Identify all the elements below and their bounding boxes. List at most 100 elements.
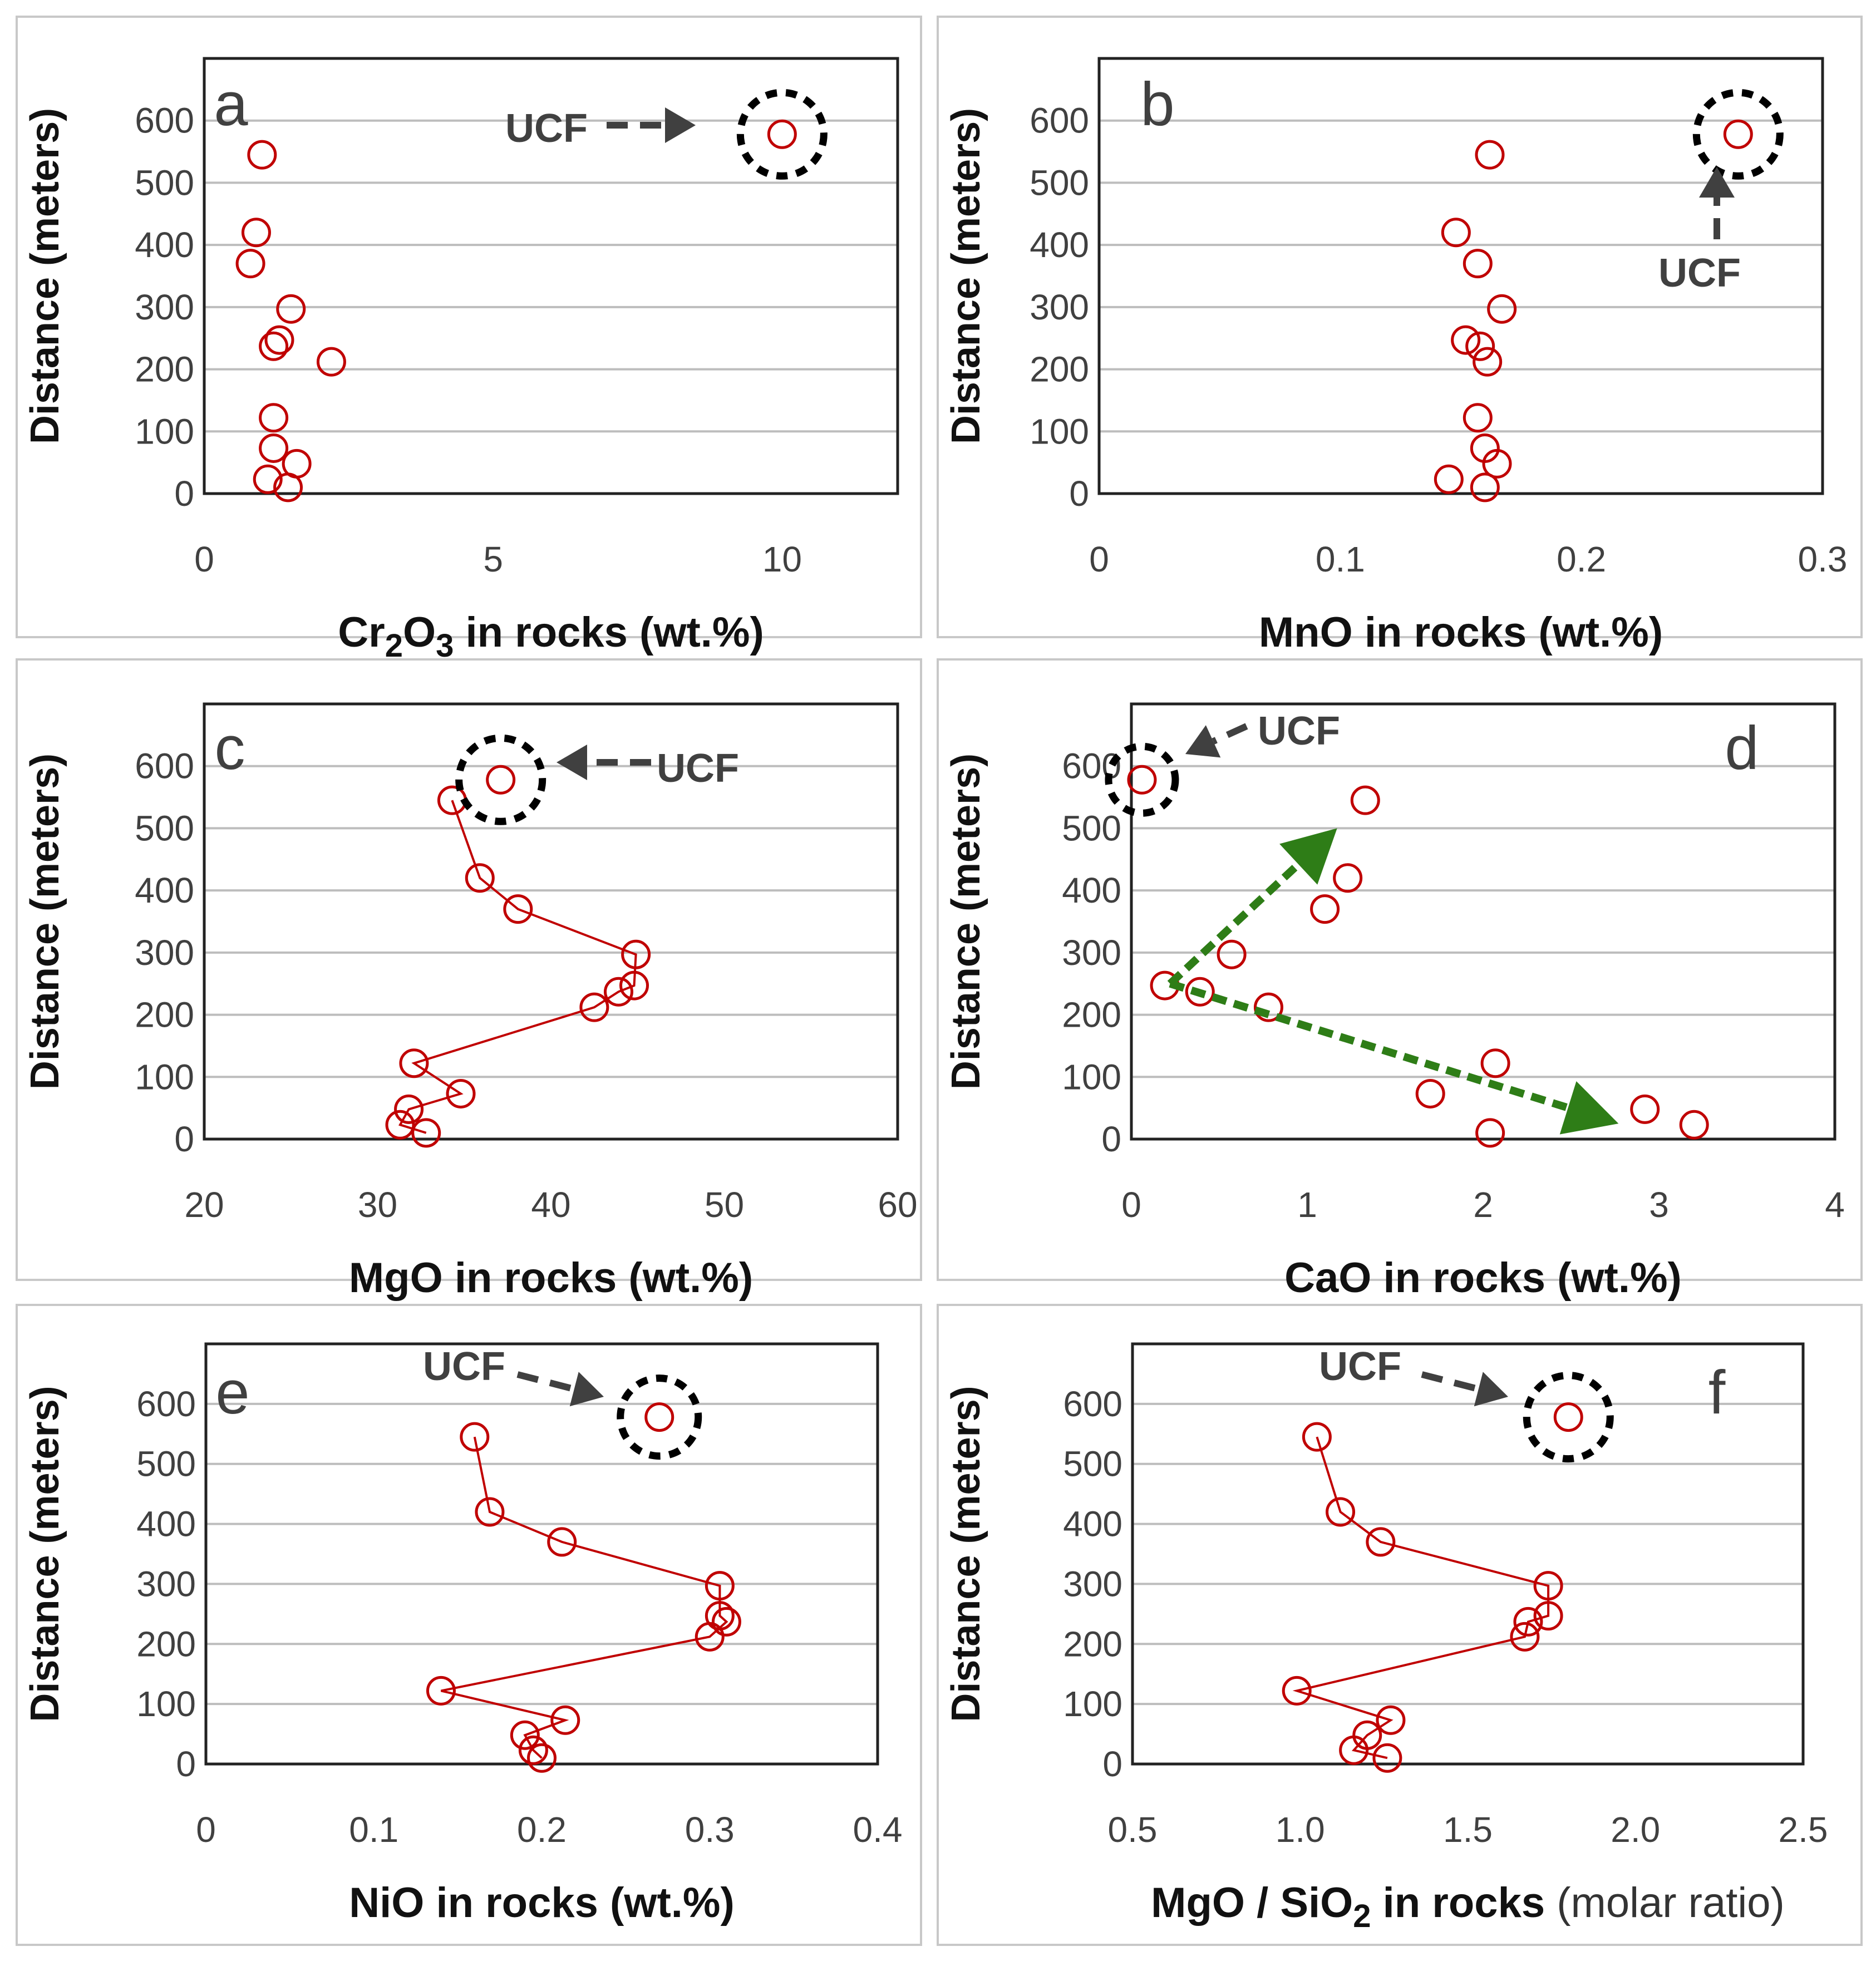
y-tick-label: 500 (1063, 1444, 1122, 1484)
ucf-label: UCF (1319, 1344, 1401, 1389)
data-point (1470, 472, 1500, 502)
ucf-arrow-head (1185, 725, 1221, 758)
data-point (394, 1094, 424, 1124)
plot-area (1131, 1342, 1805, 1766)
y-tick-label: 300 (136, 1564, 196, 1604)
data-point (1475, 140, 1505, 170)
y-tick-label: 100 (136, 1684, 196, 1724)
trend-arrow-head (1559, 1081, 1619, 1135)
data-point (518, 1735, 548, 1765)
x-tick-label: 40 (531, 1185, 570, 1225)
data-point (503, 894, 533, 924)
data-point (235, 249, 265, 279)
label-part: O (403, 609, 436, 656)
data-point (1630, 1094, 1660, 1124)
data-point (705, 1571, 735, 1601)
panel-frame (937, 658, 1863, 1281)
x-tick-label: 0.1 (1316, 539, 1365, 579)
x-tick-label: 0.3 (685, 1810, 735, 1850)
data-point (460, 1422, 490, 1452)
data-point (446, 1078, 476, 1108)
data-point (426, 1676, 456, 1706)
y-tick-label: 100 (1030, 411, 1089, 451)
x-tick-label: 60 (878, 1185, 917, 1225)
series-line (1292, 1436, 1550, 1760)
y-tick-label: 0 (1102, 1744, 1122, 1784)
y-tick-label: 400 (135, 225, 194, 265)
y-tick-label: 400 (1030, 225, 1089, 265)
x-axis-label: MgO in rocks (wt.%) (349, 1254, 753, 1302)
y-tick-label: 600 (1063, 1384, 1122, 1424)
ucf-highlight-ring (1692, 88, 1784, 180)
y-axis-label: Distance (meters) (23, 753, 67, 1090)
y-tick-label: 200 (1063, 1624, 1122, 1664)
subscript: 2 (385, 628, 403, 664)
x-axis-label: MnO in rocks (wt.%) (1259, 609, 1663, 656)
plot-area (203, 57, 899, 495)
x-tick-label: 50 (705, 1185, 744, 1225)
data-point (711, 1607, 741, 1637)
data-point (259, 433, 289, 463)
plot-area (204, 1342, 879, 1766)
data-point (475, 1497, 505, 1527)
ucf-data-point (486, 765, 516, 795)
ucf-arrow (516, 1371, 575, 1393)
x-tick-label: 10 (762, 539, 802, 579)
data-point (1513, 1607, 1543, 1637)
x-axis-label: MgO / SiO2 in rocks (molar ratio) (1151, 1879, 1785, 1934)
data-point (241, 218, 271, 248)
x-tick-label: 30 (358, 1185, 397, 1225)
data-point (1253, 992, 1283, 1022)
data-point (1376, 1705, 1406, 1735)
data-point (1482, 449, 1512, 479)
x-tick-label: 0.4 (853, 1810, 903, 1850)
ucf-data-point (644, 1402, 674, 1432)
panel-b: 0 100 200 300 400 500 600 0 0.1 0.2 0.3 Distance (m… (937, 16, 1863, 656)
panel-frame (16, 658, 922, 1281)
y-tick-label: 200 (135, 995, 194, 1035)
data-point (1415, 1078, 1445, 1108)
data-point (550, 1705, 580, 1735)
y-axis-label: Distance (meters) (23, 1386, 67, 1722)
panel-letter: a (214, 70, 248, 139)
y-tick-label: 200 (135, 349, 194, 390)
data-point (1333, 863, 1363, 893)
ucf-label: UCF (423, 1344, 505, 1389)
ucf-highlight-ring (455, 734, 546, 825)
x-tick-label: 0 (1121, 1185, 1141, 1225)
x-tick-label: 20 (184, 1185, 224, 1225)
ucf-data-point (767, 119, 797, 149)
y-tick-label: 600 (135, 101, 194, 141)
x-tick-label: 3 (1649, 1185, 1669, 1225)
x-tick-label: 4 (1825, 1185, 1845, 1225)
ucf-arrow-head (569, 1372, 604, 1407)
ucf-highlight-ring (1105, 742, 1179, 817)
x-tick-label: 2.5 (1779, 1810, 1828, 1850)
ucf-highlight-ring (617, 1374, 702, 1460)
ucf-label: UCF (1258, 709, 1340, 753)
ucf-label: UCF (505, 106, 588, 151)
y-tick-label: 500 (135, 808, 194, 848)
data-point (527, 1743, 557, 1773)
ucf-arrow-head (557, 745, 587, 780)
plot-area (1097, 57, 1824, 495)
x-tick-label: 1 (1297, 1185, 1317, 1225)
y-axis-label: Distance (meters) (944, 1386, 988, 1722)
ucf-arrow-head (1474, 1372, 1508, 1407)
data-point (465, 863, 495, 893)
label-part: MgO / SiO (1151, 1879, 1353, 1926)
y-tick-label: 500 (135, 162, 194, 203)
data-point (1441, 218, 1471, 248)
y-tick-label: 0 (1101, 1119, 1121, 1159)
data-point (695, 1622, 725, 1652)
data-point (385, 1110, 415, 1140)
panel-letter: c (215, 714, 245, 782)
data-point (621, 939, 651, 969)
label-part: in rocks (wt.%) (454, 609, 764, 656)
data-point (547, 1527, 577, 1557)
data-point (316, 347, 346, 377)
x-tick-label: 2.0 (1611, 1810, 1660, 1850)
x-tick-label: 0.2 (1557, 539, 1606, 579)
ucf-data-point (1723, 119, 1753, 149)
data-point (1339, 1735, 1369, 1765)
